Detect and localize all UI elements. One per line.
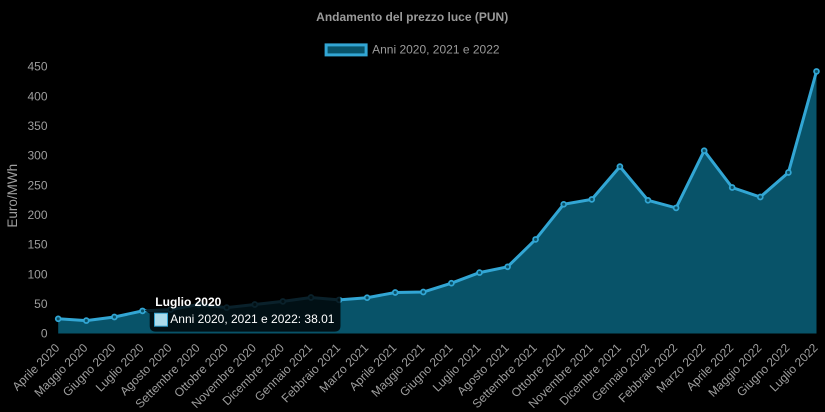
svg-text:400: 400 bbox=[27, 89, 47, 103]
svg-text:0: 0 bbox=[41, 327, 48, 341]
svg-text:Euro/MWh: Euro/MWh bbox=[5, 164, 20, 228]
svg-text:450: 450 bbox=[27, 60, 47, 74]
svg-text:Anni 2020, 2021 e 2022: 38.01: Anni 2020, 2021 e 2022: 38.01 bbox=[170, 312, 334, 326]
svg-text:100: 100 bbox=[27, 267, 47, 281]
svg-text:Luglio 2020: Luglio 2020 bbox=[155, 295, 221, 309]
svg-text:Andamento del prezzo luce (PUN: Andamento del prezzo luce (PUN) bbox=[316, 10, 508, 24]
svg-text:Anni 2020, 2021 e 2022: Anni 2020, 2021 e 2022 bbox=[372, 42, 500, 56]
svg-text:200: 200 bbox=[27, 208, 47, 222]
svg-text:50: 50 bbox=[34, 297, 48, 311]
svg-text:250: 250 bbox=[27, 178, 47, 192]
svg-text:150: 150 bbox=[27, 238, 47, 252]
svg-text:300: 300 bbox=[27, 149, 47, 163]
svg-text:350: 350 bbox=[27, 119, 47, 133]
